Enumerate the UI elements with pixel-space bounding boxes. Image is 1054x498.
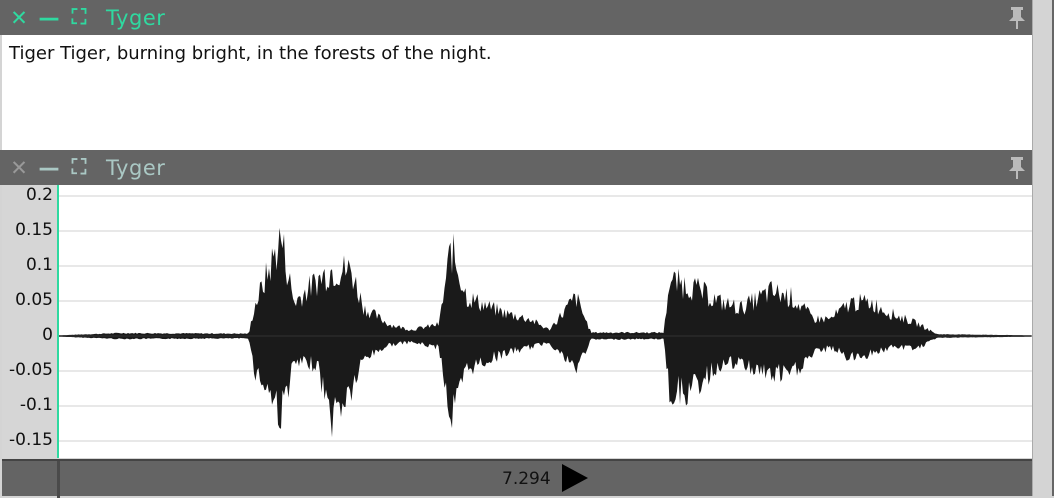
pin-icon[interactable] [1006,155,1028,181]
minimize-icon[interactable]: — [38,155,60,180]
transport-bar: 7.294 [2,459,1032,498]
text-panel-header: ✕ — ⛶ Tyger [0,0,1032,35]
panel-title: Tyger [106,155,166,180]
text-content[interactable]: Tiger Tiger, burning bright, in the fore… [2,35,1032,150]
y-tick-label: -0.05 [9,360,53,380]
y-tick-label: -0.1 [19,395,53,415]
y-tick-label: 0.2 [25,185,53,205]
waveform [59,227,1031,438]
divider [57,461,60,498]
y-tick-label: -0.15 [9,430,53,450]
close-icon[interactable]: ✕ [10,5,28,30]
maximize-icon[interactable]: ⛶ [71,155,87,179]
play-icon[interactable] [562,464,588,492]
maximize-icon[interactable]: ⛶ [71,5,87,29]
playback-time: 7.294 [502,469,551,489]
waveform-panel-header: ✕ — ⛶ Tyger [0,150,1032,185]
scrollbar[interactable] [1032,0,1054,496]
y-tick-label: 0.05 [15,290,53,310]
waveform-plot[interactable] [57,185,1032,458]
y-tick-label: 0.15 [15,220,53,240]
minimize-icon[interactable]: — [38,5,60,30]
y-tick-label: 0.1 [25,255,53,275]
panel-title: Tyger [106,5,166,30]
close-icon[interactable]: ✕ [10,155,28,180]
y-tick-label: 0 [42,325,53,345]
pin-icon[interactable] [1006,5,1028,31]
y-axis: 0.2 0.15 0.1 0.05 0 -0.05 -0.1 -0.15 [2,185,57,458]
